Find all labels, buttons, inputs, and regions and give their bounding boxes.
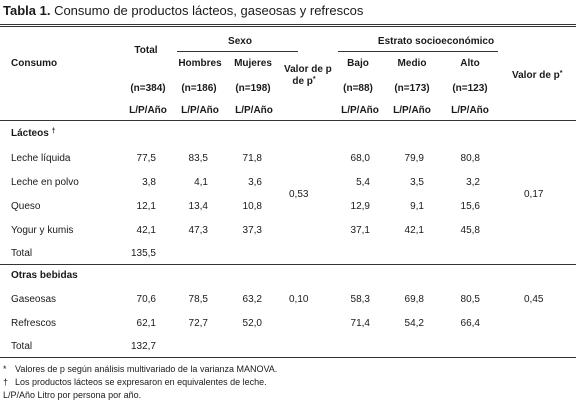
header-rule (0, 120, 576, 121)
n-total: (n=384) (130, 83, 166, 94)
cell-mujeres: 63,2 (242, 294, 262, 305)
footnote-2: † Los productos lácteos se expresaron en … (3, 377, 267, 387)
cell-medio: 42,1 (404, 225, 424, 236)
header-consumo: Consumo (11, 58, 58, 69)
cell-medio: 9,1 (410, 201, 424, 212)
row-label: Refrescos (11, 318, 57, 329)
cell-bajo: 68,0 (350, 153, 370, 164)
row-label-total: Total (11, 341, 33, 352)
top-rule-2 (0, 26, 576, 27)
cell-total: 3,8 (142, 177, 156, 188)
n-medio: (n=173) (394, 83, 430, 94)
cell-alto: 80,5 (460, 294, 480, 305)
cell-hombres: 83,5 (188, 153, 208, 164)
row-label: Yogur y kumis (11, 225, 74, 236)
cell-medio: 79,9 (404, 153, 424, 164)
cell-hombres: 72,7 (188, 318, 208, 329)
header-valor-p-sexo-line2: de p* (292, 76, 316, 87)
p-sexo-otras: 0,10 (289, 294, 309, 305)
cell-mujeres: 71,8 (242, 153, 262, 164)
cell-alto: 66,4 (460, 318, 480, 329)
sexo-underline (177, 51, 298, 52)
cell-hombres: 13,4 (188, 201, 208, 212)
unit-total: L/P/Año (129, 105, 167, 116)
cell-total: 77,5 (136, 153, 156, 164)
header-mujeres: Mujeres (234, 58, 272, 69)
estrato-underline (338, 51, 498, 52)
section-otras-bebidas-title: Otras bebidas (11, 270, 78, 281)
header-valor-p-sexo: Valor de p (284, 64, 332, 75)
table-caption: Consumo de productos lácteos, gaseosas y… (50, 3, 364, 18)
cell-hombres: 4,1 (194, 177, 208, 188)
unit-bajo: L/P/Año (341, 105, 379, 116)
cell-total-sum: 135,5 (130, 248, 156, 259)
footnote-1: * Valores de p según análisis multivariad… (3, 364, 278, 374)
cell-medio: 3,5 (410, 177, 424, 188)
unit-alto: L/P/Año (451, 105, 489, 116)
cell-alto: 80,8 (460, 153, 480, 164)
unit-mujeres: L/P/Año (235, 105, 273, 116)
cell-bajo: 37,1 (350, 225, 370, 236)
header-valor-p-estrato: Valor de p* (512, 70, 563, 81)
header-alto: Alto (460, 58, 480, 69)
p-estrato-otras: 0,45 (524, 294, 544, 305)
row-label-total: Total (11, 248, 33, 259)
bottom-rule (0, 357, 576, 358)
row-label: Leche en polvo (11, 177, 79, 188)
cell-alto: 3,2 (466, 177, 480, 188)
cell-total: 62,1 (136, 318, 156, 329)
row-label: Gaseosas (11, 294, 57, 305)
cell-total: 12,1 (136, 201, 156, 212)
cell-bajo: 12,9 (350, 201, 370, 212)
table-number: Tabla 1. (3, 3, 51, 18)
footnote-3: L/P/Año Litro por persona por año. (3, 390, 142, 400)
header-medio: Medio (397, 58, 427, 69)
cell-bajo: 5,4 (356, 177, 370, 188)
n-hombres: (n=186) (181, 83, 217, 94)
cell-mujeres: 10,8 (242, 201, 262, 212)
row-label: Leche líquida (11, 153, 71, 164)
header-estrato: Estrato socioeconómico (377, 36, 495, 47)
n-bajo: (n=88) (343, 83, 373, 94)
cell-alto: 15,6 (460, 201, 480, 212)
header-bajo: Bajo (347, 58, 369, 69)
unit-medio: L/P/Año (393, 105, 431, 116)
p-estrato-lacteos: 0,17 (524, 189, 544, 200)
header-hombres: Hombres (178, 58, 222, 69)
table-title: Tabla 1. Consumo de productos lácteos, g… (3, 3, 363, 18)
top-rule (0, 24, 576, 25)
section-lacteos-title: Lácteos † (11, 128, 56, 139)
p-sexo-lacteos: 0,53 (289, 189, 309, 200)
unit-hombres: L/P/Año (181, 105, 219, 116)
header-total: Total (134, 45, 158, 56)
cell-medio: 54,2 (404, 318, 424, 329)
cell-bajo: 71,4 (350, 318, 370, 329)
cell-hombres: 78,5 (188, 294, 208, 305)
cell-total: 70,6 (136, 294, 156, 305)
row-label: Queso (11, 201, 41, 212)
cell-mujeres: 52,0 (242, 318, 262, 329)
n-alto: (n=123) (452, 83, 488, 94)
n-mujeres: (n=198) (235, 83, 271, 94)
cell-bajo: 58,3 (350, 294, 370, 305)
section-rule (0, 264, 576, 265)
cell-total-sum: 132,7 (130, 341, 156, 352)
cell-medio: 69,8 (404, 294, 424, 305)
cell-total: 42,1 (136, 225, 156, 236)
cell-alto: 45,8 (460, 225, 480, 236)
cell-mujeres: 3,6 (248, 177, 262, 188)
cell-hombres: 47,3 (188, 225, 208, 236)
cell-mujeres: 37,3 (242, 225, 262, 236)
header-sexo: Sexo (228, 36, 252, 47)
